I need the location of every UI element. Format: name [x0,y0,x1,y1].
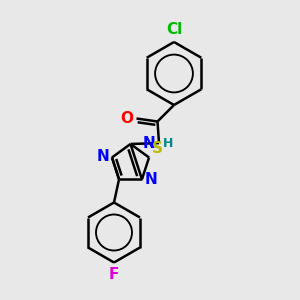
Text: S: S [152,141,162,156]
Text: Cl: Cl [166,22,182,38]
Text: H: H [163,136,173,150]
Text: F: F [109,267,119,282]
Text: N: N [144,172,157,188]
Text: N: N [97,149,110,164]
Text: N: N [143,136,155,151]
Text: O: O [121,111,134,126]
